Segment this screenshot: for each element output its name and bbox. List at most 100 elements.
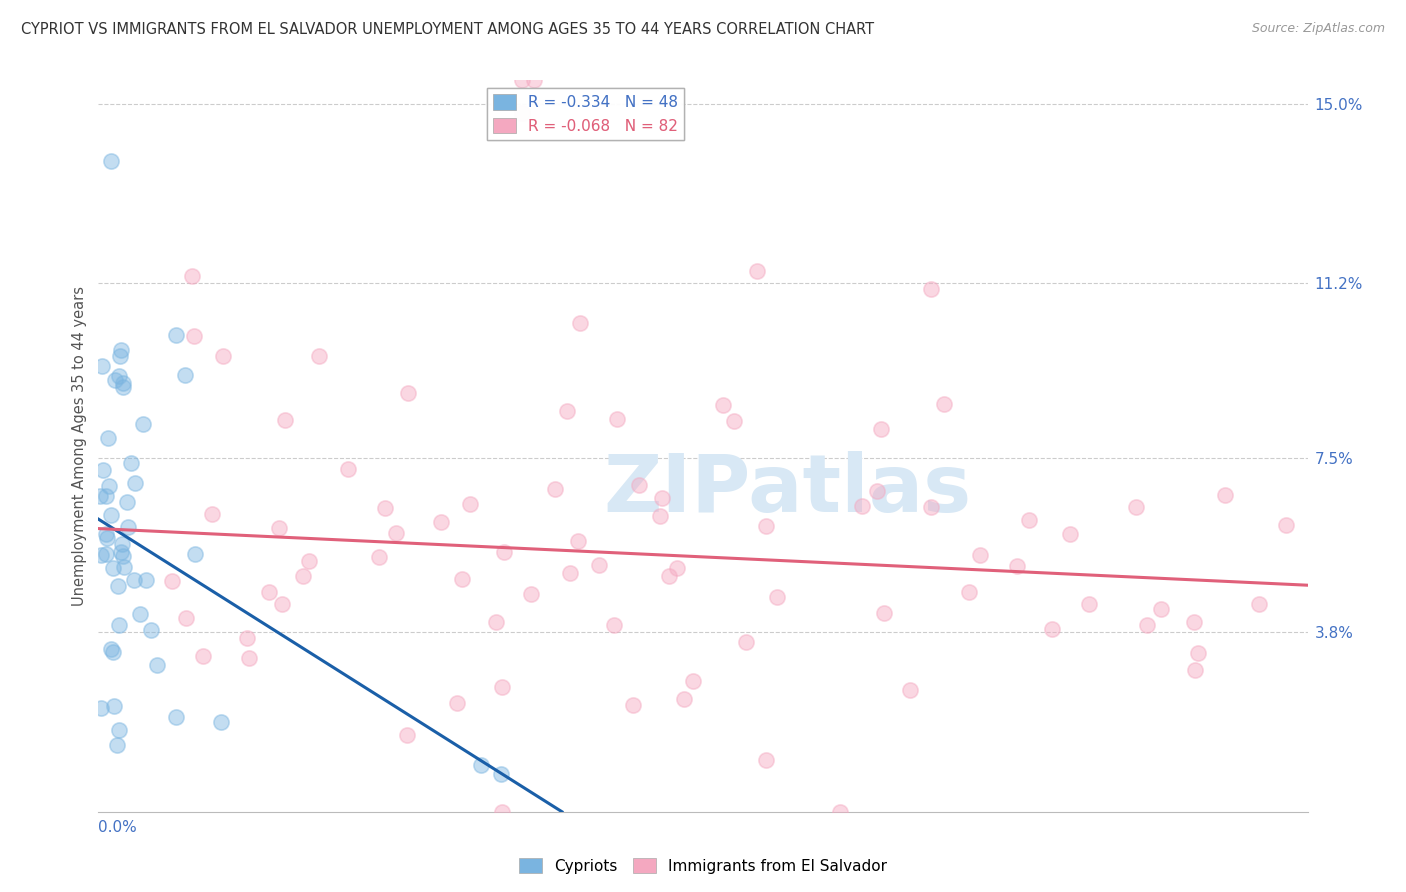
- Point: [485, 615, 508, 629]
- Point: [91, 359, 114, 374]
- Point: [491, 767, 513, 781]
- Point: [100, 153, 122, 168]
- Point: [510, 106, 533, 120]
- Point: [111, 549, 134, 564]
- Point: [98, 479, 121, 493]
- Point: [430, 515, 453, 529]
- Point: [103, 373, 125, 387]
- Point: [1059, 527, 1081, 541]
- Point: [165, 710, 187, 724]
- Point: [520, 587, 543, 601]
- Point: [544, 482, 567, 496]
- Point: [110, 545, 132, 559]
- Point: [90, 548, 112, 562]
- Point: [105, 738, 128, 752]
- Point: [627, 478, 650, 492]
- Point: [100, 642, 122, 657]
- Point: [735, 635, 758, 649]
- Legend: Cypriots, Immigrants from El Salvador: Cypriots, Immigrants from El Salvador: [513, 852, 893, 880]
- Point: [89, 489, 111, 503]
- Point: [120, 456, 142, 470]
- Point: [96, 531, 118, 545]
- Point: [1018, 513, 1040, 527]
- Point: [308, 349, 330, 363]
- Point: [183, 329, 205, 343]
- Point: [193, 648, 215, 663]
- Point: [491, 805, 513, 819]
- Point: [458, 497, 481, 511]
- Point: [139, 624, 162, 638]
- Point: [606, 412, 628, 426]
- Point: [470, 757, 492, 772]
- Point: [898, 683, 921, 698]
- Point: [1005, 558, 1028, 573]
- Text: ZIPatlas: ZIPatlas: [603, 450, 972, 529]
- Point: [108, 617, 131, 632]
- Point: [146, 658, 169, 673]
- Point: [110, 343, 132, 357]
- Point: [200, 507, 222, 521]
- Point: [555, 404, 578, 418]
- Point: [395, 728, 418, 742]
- Point: [336, 462, 359, 476]
- Point: [396, 386, 419, 401]
- Point: [117, 520, 139, 534]
- Point: [711, 398, 734, 412]
- Point: [271, 597, 294, 611]
- Point: [1125, 500, 1147, 514]
- Point: [165, 327, 187, 342]
- Point: [111, 380, 134, 394]
- Point: [510, 73, 533, 87]
- Point: [269, 520, 291, 534]
- Point: [451, 572, 474, 586]
- Point: [94, 527, 117, 541]
- Point: [180, 269, 202, 284]
- Point: [621, 698, 644, 712]
- Point: [745, 264, 768, 278]
- Point: [90, 700, 112, 714]
- Point: [491, 680, 513, 694]
- Point: [1042, 623, 1064, 637]
- Point: [873, 606, 896, 620]
- Point: [103, 699, 125, 714]
- Point: [368, 550, 391, 565]
- Point: [755, 753, 778, 767]
- Point: [755, 519, 778, 533]
- Point: [682, 673, 704, 688]
- Text: CYPRIOT VS IMMIGRANTS FROM EL SALVADOR UNEMPLOYMENT AMONG AGES 35 TO 44 YEARS CO: CYPRIOT VS IMMIGRANTS FROM EL SALVADOR U…: [21, 22, 875, 37]
- Text: Source: ZipAtlas.com: Source: ZipAtlas.com: [1251, 22, 1385, 36]
- Point: [1136, 617, 1159, 632]
- Point: [828, 805, 851, 819]
- Point: [603, 618, 626, 632]
- Point: [666, 561, 689, 575]
- Point: [1184, 664, 1206, 678]
- Point: [920, 282, 942, 296]
- Point: [236, 631, 259, 645]
- Point: [446, 697, 468, 711]
- Point: [111, 537, 134, 551]
- Point: [112, 560, 135, 574]
- Point: [558, 566, 581, 580]
- Legend: R = -0.334   N = 48, R = -0.068   N = 82: R = -0.334 N = 48, R = -0.068 N = 82: [486, 88, 685, 140]
- Point: [112, 376, 135, 390]
- Point: [103, 561, 125, 575]
- Point: [723, 414, 745, 428]
- Text: 0.0%: 0.0%: [98, 821, 138, 836]
- Point: [107, 368, 129, 383]
- Point: [957, 584, 980, 599]
- Point: [122, 573, 145, 587]
- Point: [1150, 601, 1173, 615]
- Point: [651, 491, 673, 505]
- Point: [932, 397, 955, 411]
- Point: [374, 501, 396, 516]
- Point: [567, 533, 589, 548]
- Point: [212, 349, 235, 363]
- Point: [1247, 597, 1270, 611]
- Point: [96, 489, 118, 503]
- Point: [173, 368, 195, 383]
- Point: [494, 545, 516, 559]
- Point: [107, 579, 129, 593]
- Point: [766, 591, 789, 605]
- Point: [162, 574, 184, 589]
- Point: [211, 714, 233, 729]
